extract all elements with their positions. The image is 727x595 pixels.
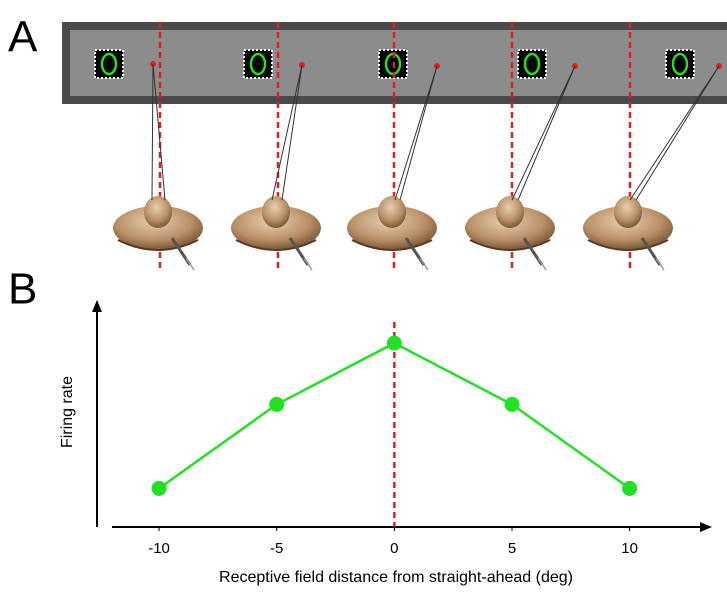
x-tick-label: 5 [508,540,516,557]
x-tick-label: -10 [148,540,170,557]
illustration [62,22,727,272]
data-point [504,396,520,412]
x-tick-label: -5 [270,540,283,557]
x-axis-label: Receptive field distance from straight-a… [219,569,573,586]
y-axis-label: Firing rate [59,376,76,448]
data-point [151,480,167,496]
panel-label: A [8,13,38,62]
data-point [622,480,638,496]
x-tick-label: 10 [621,540,638,557]
y-axis-arrow [92,300,102,312]
data-point [386,335,402,351]
x-axis-arrow [700,522,712,532]
panel-label: B [8,265,37,314]
x-tick-label: 0 [390,540,398,557]
data-point [269,396,285,412]
